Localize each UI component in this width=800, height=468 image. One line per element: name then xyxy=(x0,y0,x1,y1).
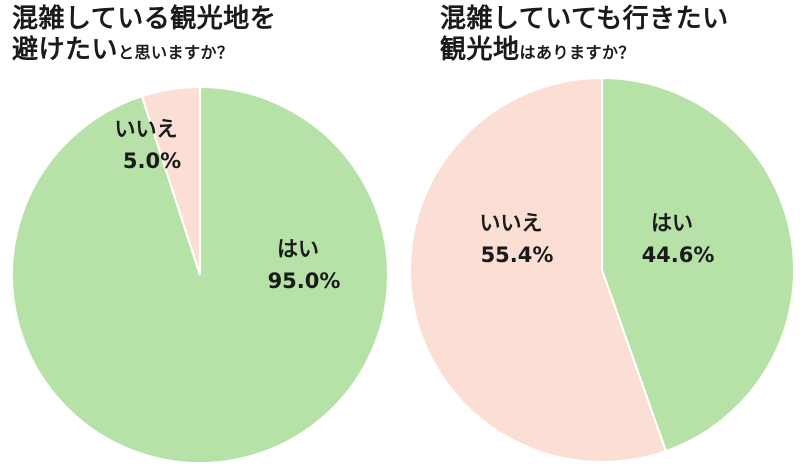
chart-title-left-line2-big: 避けたい xyxy=(12,34,119,65)
pie-slice-no-left xyxy=(140,85,201,276)
pie-slice-no-right xyxy=(409,76,668,463)
chart-title-left-line1: 混雑している観光地を xyxy=(12,4,277,34)
slice-label-yes-left: はい xyxy=(277,237,319,261)
slice-label-no-right: いいえ xyxy=(480,211,543,235)
pie-chart-left: はい 95.0% いいえ 5.0% xyxy=(11,85,389,464)
slice-value-no-right: 55.4% xyxy=(481,243,554,267)
chart-title-right-line2-big: 観光地 xyxy=(440,34,520,65)
slice-label-no-left: いいえ xyxy=(115,117,178,141)
chart-title-right-line2-small: はありますか？ xyxy=(519,42,636,62)
slice-label-yes-right: はい xyxy=(651,211,693,235)
chart-title-left: 混雑している観光地を 避けたいと思いますか？ xyxy=(12,4,276,65)
pie-slice-yes-right xyxy=(601,76,795,453)
chart-title-left-line2-small: と思いますか？ xyxy=(118,42,234,62)
chart-title-right: 混雑していても行きたい 観光地はありますか？ xyxy=(440,4,729,65)
chart-title-right-line1: 混雑していても行きたい xyxy=(440,4,729,34)
pie-chart-right: はい 44.6% いいえ 55.4% xyxy=(409,76,795,463)
slice-value-no-left: 5.0% xyxy=(123,149,181,173)
slice-value-yes-left: 95.0% xyxy=(268,269,341,293)
slice-value-yes-right: 44.6% xyxy=(642,243,715,267)
